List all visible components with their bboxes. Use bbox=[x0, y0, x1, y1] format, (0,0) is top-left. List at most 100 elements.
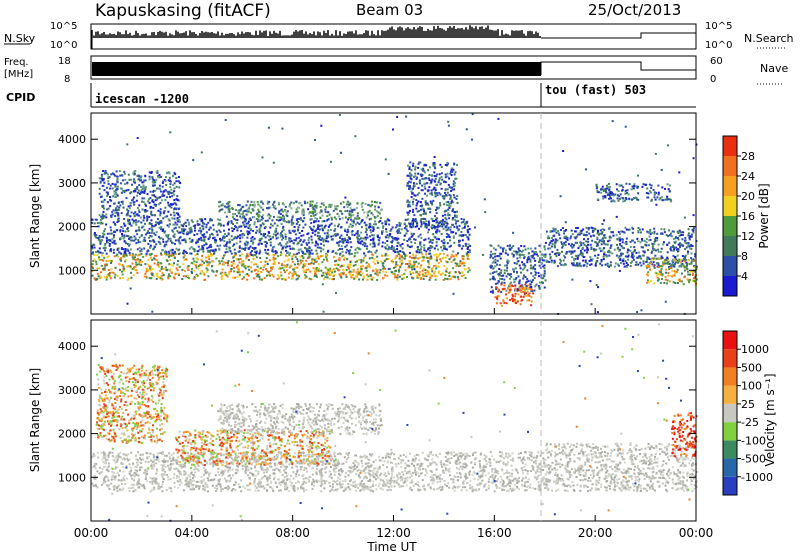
heatmap-cell bbox=[621, 252, 624, 255]
heatmap-cell bbox=[453, 241, 456, 244]
heatmap-cell bbox=[505, 269, 508, 272]
heatmap-cell bbox=[234, 252, 237, 255]
heatmap-cell bbox=[309, 203, 312, 206]
heatmap-cell bbox=[310, 215, 313, 218]
heatmap-cell bbox=[494, 261, 497, 264]
heatmap-cell bbox=[392, 273, 395, 275]
heatmap-cell bbox=[408, 166, 411, 168]
heatmap-cell bbox=[590, 246, 593, 249]
heatmap-cell bbox=[152, 201, 155, 203]
heatmap-cell bbox=[503, 301, 506, 304]
heatmap-cell bbox=[425, 177, 428, 180]
heatmap-cell bbox=[661, 273, 664, 276]
heatmap-cell bbox=[501, 281, 504, 284]
heatmap-cell bbox=[611, 252, 614, 255]
heatmap-cell bbox=[294, 233, 297, 236]
heatmap-cell bbox=[493, 278, 496, 281]
heatmap-cell bbox=[331, 271, 334, 274]
heatmap-cell bbox=[649, 228, 652, 231]
heatmap-cell bbox=[489, 244, 492, 247]
heatmap-cell bbox=[371, 278, 374, 281]
heatmap-cell bbox=[170, 254, 173, 257]
heatmap-cell bbox=[158, 265, 160, 268]
heatmap-cell bbox=[454, 182, 456, 185]
heatmap-cell bbox=[178, 248, 181, 251]
heatmap-cell bbox=[93, 243, 96, 246]
heatmap-cell bbox=[435, 232, 438, 235]
heatmap-cell bbox=[694, 255, 697, 258]
heatmap-cell bbox=[120, 257, 122, 260]
heatmap-cell bbox=[451, 218, 454, 221]
heatmap-cell bbox=[106, 195, 108, 197]
heatmap-cell bbox=[159, 277, 162, 280]
heatmap-cell bbox=[133, 180, 136, 182]
heatmap-cell bbox=[496, 259, 499, 262]
heatmap-cell bbox=[336, 233, 339, 236]
heatmap-cell bbox=[311, 203, 314, 206]
heatmap-cell bbox=[315, 204, 318, 207]
heatmap-cell bbox=[433, 272, 436, 275]
heatmap-cell bbox=[244, 220, 247, 222]
heatmap-cell bbox=[527, 257, 530, 259]
heatmap-cell bbox=[148, 171, 151, 174]
heatmap-cell bbox=[578, 233, 581, 236]
heatmap-cell bbox=[124, 260, 127, 263]
heatmap-cell bbox=[164, 199, 167, 201]
heatmap-cell bbox=[203, 233, 206, 236]
heatmap-cell bbox=[420, 277, 422, 280]
heatmap-cell bbox=[155, 273, 158, 275]
heatmap-cell bbox=[585, 265, 588, 268]
heatmap-cell bbox=[253, 269, 256, 272]
heatmap-cell bbox=[372, 234, 375, 237]
heatmap-cell bbox=[137, 220, 140, 223]
heatmap-cell bbox=[167, 225, 170, 228]
heatmap-cell bbox=[571, 256, 574, 259]
heatmap-cell bbox=[299, 255, 302, 258]
heatmap-cell bbox=[138, 214, 141, 217]
heatmap-cell bbox=[195, 275, 197, 277]
heatmap-cell bbox=[559, 262, 562, 265]
heatmap-cell bbox=[511, 285, 514, 288]
heatmap-cell bbox=[196, 239, 199, 242]
heatmap-cell bbox=[150, 170, 153, 173]
heatmap-cell bbox=[302, 265, 304, 268]
heatmap-cell bbox=[640, 264, 643, 267]
heatmap-cell bbox=[365, 227, 368, 230]
heatmap-cell bbox=[243, 233, 246, 236]
heatmap-cell bbox=[520, 290, 523, 293]
heatmap-cell bbox=[438, 222, 441, 224]
heatmap-cell bbox=[430, 268, 433, 271]
heatmap-cell bbox=[210, 219, 213, 222]
heatmap-cell bbox=[127, 218, 130, 221]
heatmap-cell bbox=[127, 209, 130, 212]
heatmap-cell bbox=[297, 242, 300, 245]
heatmap-cell bbox=[107, 180, 110, 183]
heatmap-cell bbox=[246, 241, 249, 244]
heatmap-cell bbox=[321, 227, 324, 230]
heatmap-cell bbox=[591, 227, 594, 230]
heatmap-cell bbox=[421, 269, 424, 272]
heatmap-cell bbox=[494, 296, 497, 299]
heatmap-cell bbox=[107, 207, 110, 210]
heatmap-cell bbox=[507, 291, 510, 294]
heatmap-cell bbox=[215, 230, 218, 233]
heatmap-cell bbox=[286, 210, 289, 213]
heatmap-cell bbox=[150, 277, 153, 280]
heatmap-cell bbox=[158, 220, 161, 223]
heatmap-cell bbox=[491, 277, 494, 280]
heatmap-cell bbox=[272, 233, 275, 236]
heatmap-cell bbox=[269, 226, 272, 229]
heatmap-cell bbox=[296, 210, 299, 213]
heatmap-cell bbox=[673, 249, 675, 252]
heatmap-cell bbox=[580, 232, 583, 235]
heatmap-cell bbox=[266, 234, 269, 237]
heatmap-cell bbox=[284, 238, 287, 241]
heatmap-cell bbox=[133, 215, 136, 218]
heatmap-cell bbox=[573, 257, 576, 260]
heatmap-cell bbox=[574, 241, 577, 244]
heatmap-cell bbox=[138, 204, 141, 207]
heatmap-cell bbox=[496, 298, 499, 301]
heatmap-cell bbox=[258, 242, 261, 245]
heatmap-cell bbox=[322, 278, 325, 281]
heatmap-cell bbox=[325, 273, 328, 276]
